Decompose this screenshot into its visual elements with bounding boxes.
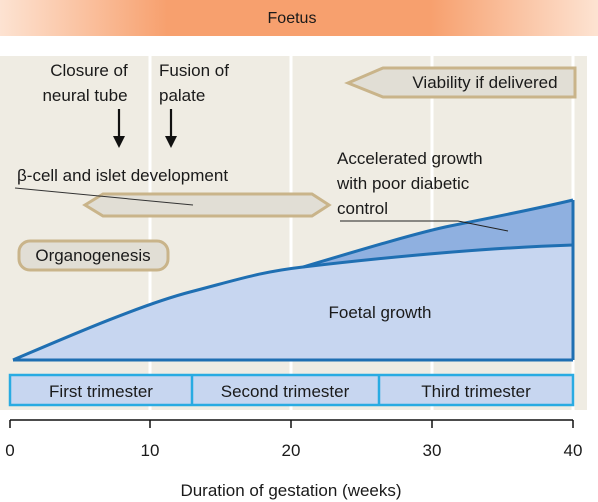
- trimester-first: First trimester: [49, 382, 153, 401]
- trimester-bar: First trimester Second trimester Third t…: [8, 373, 575, 407]
- beta-cell-leader-line: [14, 187, 194, 206]
- accelerated-label-line1: Accelerated growth: [337, 149, 483, 168]
- organogenesis-box: [17, 239, 170, 272]
- accelerated-leader-line: [340, 220, 509, 232]
- x-axis: 0 10 20 30 40 Duration of gestation (wee…: [5, 419, 583, 500]
- foetal-growth-area: [13, 245, 573, 360]
- accelerated-label-line2: with poor diabetic: [336, 174, 470, 193]
- accelerated-growth-curve: [302, 198, 574, 269]
- accelerated-growth-area: [303, 200, 573, 267]
- viability-shape: [344, 66, 577, 99]
- normal-growth-curve: [12, 243, 574, 362]
- organogenesis-label: Organogenesis: [35, 246, 150, 265]
- closure-arrow: [113, 109, 125, 148]
- x-tick-label-20: 20: [282, 441, 301, 460]
- accelerated-label-line3: control: [337, 199, 388, 218]
- beta-cell-hexagon: [82, 192, 332, 218]
- x-axis-label: Duration of gestation (weeks): [180, 481, 401, 500]
- fusion-arrow: [165, 109, 177, 148]
- closure-label-line1: Closure of: [50, 61, 128, 80]
- viability-label: Viability if delivered: [412, 73, 557, 92]
- header-band: [0, 0, 598, 36]
- trimester-bar-bg: [8, 373, 575, 407]
- trimester-second: Second trimester: [221, 382, 350, 401]
- foetal-growth-label: Foetal growth: [329, 303, 432, 322]
- x-tick-label-0: 0: [5, 441, 14, 460]
- x-tick-label-30: 30: [423, 441, 442, 460]
- x-tick-label-40: 40: [564, 441, 583, 460]
- beta-cell-label: β-cell and islet development: [17, 166, 228, 185]
- header-label: Foetus: [268, 10, 317, 27]
- fusion-label-line1: Fusion of: [159, 61, 229, 80]
- closure-label-line2: neural tube: [42, 86, 127, 105]
- x-tick-label-10: 10: [141, 441, 160, 460]
- trimester-third: Third trimester: [421, 382, 531, 401]
- fusion-label-line2: palate: [159, 86, 205, 105]
